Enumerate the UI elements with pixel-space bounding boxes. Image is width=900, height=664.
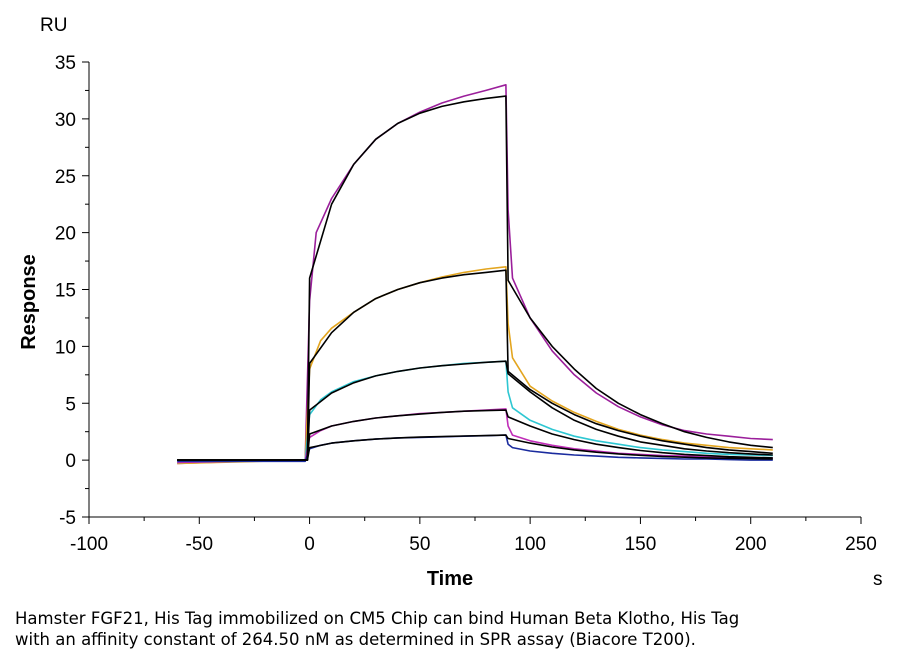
x-tick-label: 50 [409, 534, 430, 555]
plot-area [177, 84, 773, 465]
fit-curve [177, 95, 773, 461]
y-tick-label: -5 [59, 508, 76, 529]
x-axis-title: Time [427, 568, 473, 590]
fit-curve [177, 409, 773, 461]
response-curve [177, 266, 773, 465]
y-tick-label: 10 [55, 337, 76, 358]
y-axis-title: Response [18, 254, 40, 350]
caption-line-2: with an affinity constant of 264.50 nM a… [15, 630, 696, 649]
response-curve [177, 360, 773, 464]
y-tick-label: 30 [55, 110, 76, 131]
sensorgram-chart: RU s Time Response -505101520253035-100-… [18, 15, 883, 590]
y-tick-label: 5 [65, 394, 76, 415]
y-tick-label: 25 [55, 167, 76, 188]
x-tick-label: -50 [186, 534, 213, 555]
y-tick-label: 0 [65, 451, 76, 472]
y-tick-label: 15 [55, 281, 76, 302]
x-tick-label: -100 [70, 534, 108, 555]
x-tick-label: 250 [845, 534, 877, 555]
x-tick-label: 150 [625, 534, 657, 555]
caption-line-1: Hamster FGF21, His Tag immobilized on CM… [15, 609, 740, 628]
fit-curve [177, 434, 773, 461]
y-tick-label: 20 [55, 224, 76, 245]
y-tick-label: 35 [55, 53, 76, 74]
x-tick-label: 100 [514, 534, 546, 555]
x-tick-label: 0 [304, 534, 315, 555]
figure-caption: Hamster FGF21, His Tag immobilized on CM… [15, 608, 885, 650]
x-axis-unit: s [873, 569, 883, 590]
y-axis-unit: RU [40, 15, 67, 36]
fit-curve [177, 360, 773, 461]
x-tick-label: 200 [735, 534, 767, 555]
